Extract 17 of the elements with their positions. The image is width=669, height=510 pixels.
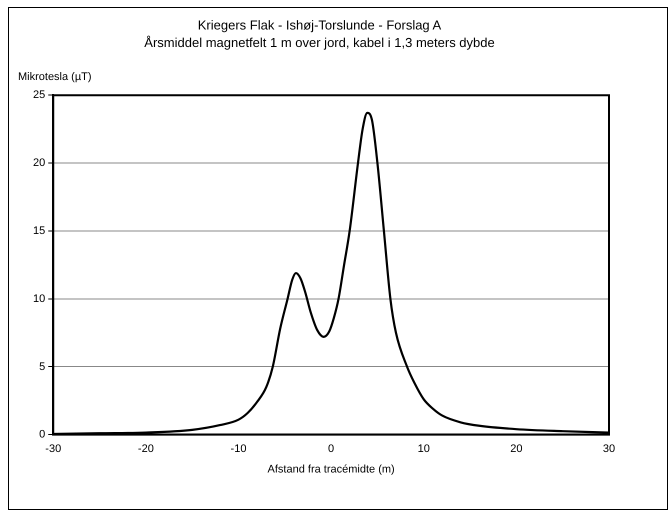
x-tick-label: 30	[602, 443, 616, 456]
y-tick-label: 15	[32, 224, 46, 237]
y-tick-label: 25	[32, 89, 46, 102]
x-tick-label: 20	[510, 443, 522, 456]
y-axis-title: Mikrotesla (µT)	[18, 71, 92, 84]
y-tick-label: 20	[32, 157, 46, 170]
chart-title: Kriegers Flak - Ishøj-Torslunde - Forslag A	[198, 17, 442, 32]
y-tick-label: 5	[39, 360, 46, 373]
chart-subtitle: Årsmiddel magnetfelt 1 m over jord, kabel i 1,3 meters dybde	[144, 34, 495, 50]
x-tick-label: -30	[45, 443, 62, 456]
y-tick-label: 0	[39, 428, 46, 441]
x-tick-label: -10	[230, 443, 246, 456]
x-tick-label: 10	[418, 443, 430, 456]
x-tick-label: -20	[138, 443, 154, 456]
x-axis-title: Afstand fra tracémidte (m)	[268, 463, 395, 476]
y-tick-label: 10	[32, 292, 46, 305]
x-tick-label: 0	[328, 443, 334, 456]
